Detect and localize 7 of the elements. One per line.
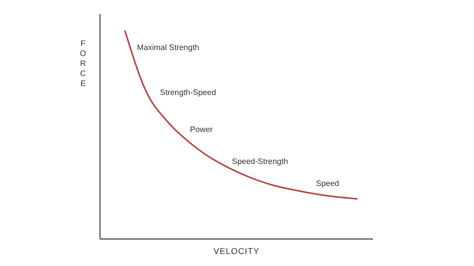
annotation: Speed [316, 179, 340, 188]
annotation: Power [190, 125, 214, 134]
x-axis-title: VELOCITY [213, 246, 260, 256]
y-axis-title: FORCE [80, 39, 86, 88]
annotation: Maximal Strength [137, 43, 200, 52]
annotation: Speed-Strength [232, 157, 288, 166]
annotation: Strength-Speed [160, 88, 216, 97]
